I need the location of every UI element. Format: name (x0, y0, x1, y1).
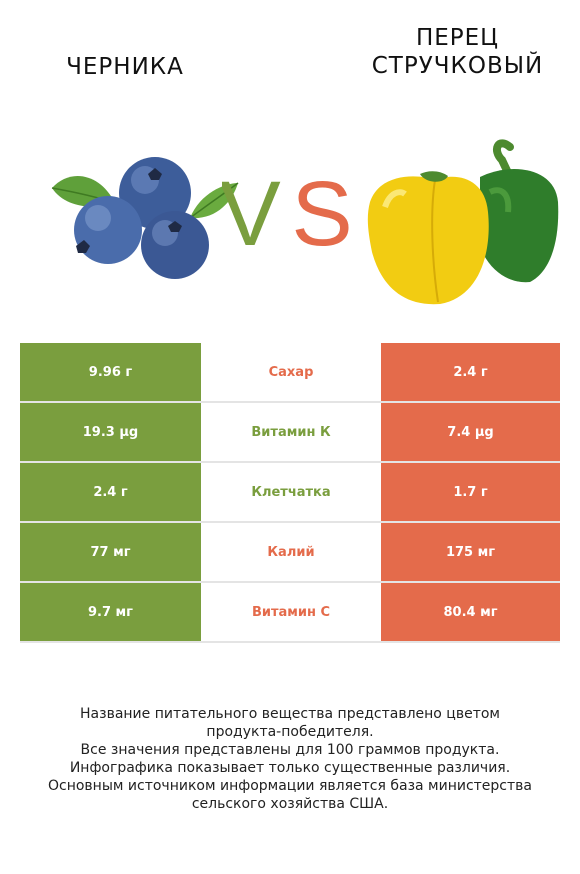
footer-line-5: Основным источником информации является … (48, 778, 532, 794)
footer-line-6: сельского хозяйства США. (191, 796, 389, 812)
right-title-line-2: стручковый (371, 53, 544, 79)
comparison-table: 9.96 г Сахар 2.4 г 19.3 µg Витамин К 7.4 µg 2.… (20, 343, 560, 643)
nutrient-name: Витамин К (201, 402, 381, 463)
table-row: 9.7 мг Витамин C 80.4 мг (20, 582, 560, 643)
footer-notes: Название питательного вещества представл… (20, 705, 560, 813)
footer-line-1: Название питательного вещества представл… (80, 706, 500, 722)
left-value: 19.3 µg (20, 402, 201, 463)
blueberry-image (51, 157, 239, 279)
table-row: 2.4 г Клетчатка 1.7 г (20, 462, 560, 523)
table-row: 19.3 µg Витамин К 7.4 µg (20, 402, 560, 463)
footer-line-2: продукта-победителя. (206, 724, 374, 740)
left-value: 2.4 г (20, 462, 201, 523)
footer-line-4: Инфографика показывает только существенн… (69, 760, 511, 776)
pepper-image (367, 139, 559, 305)
table-row: 9.96 г Сахар 2.4 г (20, 343, 560, 403)
nutrient-name: Витамин C (201, 582, 381, 643)
svg-text:V: V (222, 165, 281, 265)
right-value: 175 мг (381, 522, 560, 583)
nutrient-name: Клетчатка (201, 462, 381, 523)
left-product-title: Черника (66, 54, 184, 80)
left-value: 9.96 г (20, 343, 201, 403)
left-value: 77 мг (20, 522, 201, 583)
svg-text:S: S (291, 165, 352, 265)
right-value: 2.4 г (381, 343, 560, 403)
footer-line-3: Все значения представлены для 100 граммо… (80, 742, 500, 758)
nutrient-name: Сахар (201, 343, 381, 403)
right-product-title: Перец стручковый (350, 24, 565, 80)
right-title-line-1: Перец (415, 25, 500, 51)
table-row: 77 мг Калий 175 мг (20, 522, 560, 583)
vs-label: V S (222, 165, 353, 265)
right-value: 7.4 µg (381, 402, 560, 463)
nutrient-name: Калий (201, 522, 381, 583)
right-value: 80.4 мг (381, 582, 560, 643)
right-value: 1.7 г (381, 462, 560, 523)
left-value: 9.7 мг (20, 582, 201, 643)
